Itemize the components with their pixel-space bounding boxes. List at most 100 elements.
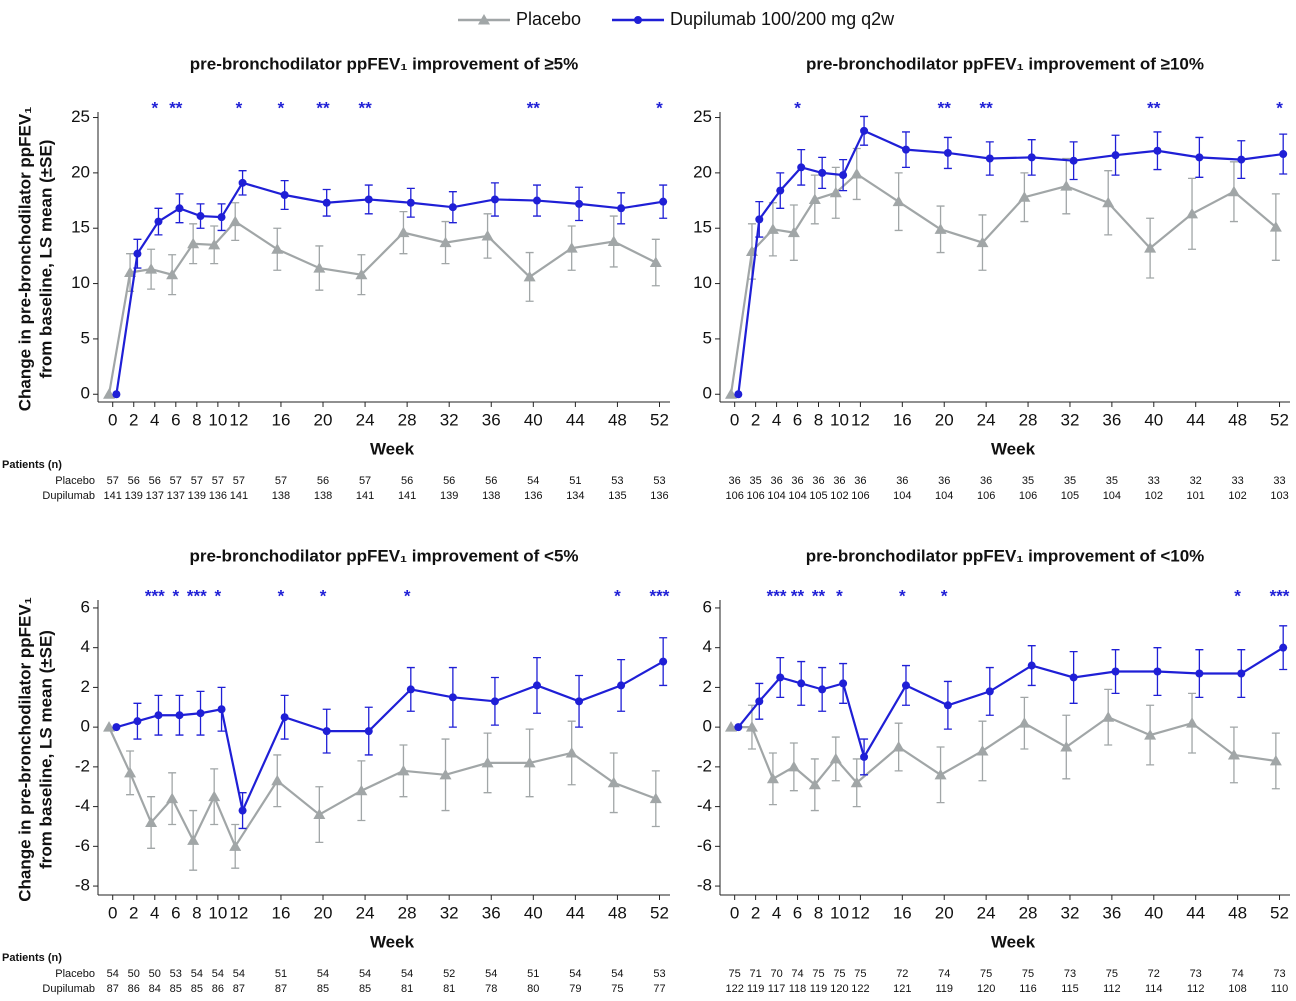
data-point [196, 212, 205, 221]
data-point [355, 268, 368, 280]
data-point [208, 238, 221, 250]
data-point [818, 685, 827, 694]
x-tick-label: 52 [1270, 410, 1289, 429]
data-point [776, 673, 785, 682]
data-point [364, 727, 373, 736]
patients-count: 104 [1103, 490, 1121, 502]
patients-count: 120 [830, 983, 848, 995]
patients-count: 85 [170, 983, 182, 995]
significance-label: ** [938, 98, 952, 117]
patients-count: 77 [653, 983, 665, 995]
data-point [734, 390, 743, 399]
patients-count: 112 [1187, 983, 1205, 995]
data-point [1018, 717, 1031, 728]
patients-count: 136 [524, 490, 542, 502]
patients-count: 54 [401, 968, 413, 980]
data-point [187, 834, 200, 845]
patients-count: 108 [1228, 983, 1246, 995]
y-axis-label: Change in pre-bronchodilator ppFEV₁ [15, 107, 34, 412]
data-point [860, 126, 869, 135]
data-point [934, 768, 947, 780]
patients-count: 36 [770, 475, 782, 487]
patients-count: 119 [747, 983, 765, 995]
patients-count: 104 [767, 490, 785, 502]
patients-count: 104 [893, 490, 911, 502]
patients-count: 141 [356, 490, 374, 502]
legend-label: Dupilumab 100/200 mg q2w [670, 9, 895, 29]
data-point [1144, 242, 1157, 253]
data-point [659, 197, 668, 206]
data-point [1069, 156, 1078, 165]
patients-count: 53 [653, 475, 665, 487]
x-tick-label: 16 [893, 903, 912, 922]
data-point [1153, 146, 1162, 155]
patients-count: 51 [275, 968, 287, 980]
data-point [787, 760, 800, 772]
patients-count: 75 [1022, 968, 1034, 980]
data-point [439, 768, 452, 780]
patients-count: 105 [1061, 490, 1079, 502]
patients-count: 54 [359, 968, 371, 980]
x-tick-label: 6 [171, 410, 180, 429]
x-tick-label: 12 [229, 903, 248, 922]
data-point [745, 721, 758, 732]
patients-count: 101 [1187, 490, 1205, 502]
significance-label: * [1234, 586, 1241, 605]
data-point [1269, 221, 1282, 232]
patients-count: 54 [527, 475, 539, 487]
patients-count: 57 [170, 475, 182, 487]
patients-count: 57 [233, 475, 245, 487]
data-point [103, 388, 116, 399]
patients-count: 35 [750, 475, 762, 487]
data-point [532, 196, 541, 205]
patients-row-label: Dupilumab [42, 983, 95, 995]
patients-count: 139 [125, 490, 143, 502]
patients-count: 119 [810, 983, 828, 995]
patients-count: 74 [791, 968, 803, 980]
data-point [1237, 155, 1246, 164]
data-point [145, 263, 158, 274]
data-point [481, 229, 494, 241]
data-point [1060, 180, 1073, 191]
x-tick-label: 6 [793, 410, 802, 429]
data-point [439, 236, 452, 248]
data-point [797, 679, 806, 688]
patients-count: 86 [128, 983, 140, 995]
data-point [755, 215, 764, 224]
x-tick-label: 44 [566, 903, 585, 922]
x-tick-label: 4 [150, 410, 159, 429]
x-tick-label: 8 [192, 410, 201, 429]
series-line [116, 660, 664, 815]
x-axis-label: Week [991, 932, 1036, 951]
patients-count: 72 [1148, 968, 1160, 980]
patients-count: 75 [729, 968, 741, 980]
data-point [364, 195, 373, 204]
patients-count: 51 [569, 475, 581, 487]
patients-count: 36 [729, 475, 741, 487]
patients-count: 119 [935, 983, 953, 995]
patients-count: 85 [191, 983, 203, 995]
data-point [1195, 153, 1204, 162]
y-tick-label: -4 [75, 796, 90, 815]
data-point [145, 816, 158, 827]
significance-label: * [404, 586, 411, 605]
patients-count: 53 [170, 968, 182, 980]
patients-row-label: Placebo [55, 968, 95, 980]
x-axis-label: Week [370, 439, 415, 458]
data-point [976, 744, 989, 756]
patients-count: 138 [482, 490, 500, 502]
x-tick-label: 36 [1102, 410, 1121, 429]
x-tick-label: 4 [150, 903, 159, 922]
data-point [1144, 729, 1157, 740]
patients-count: 57 [359, 475, 371, 487]
patients-count: 114 [1145, 983, 1163, 995]
data-point [217, 705, 226, 714]
significance-label: * [899, 586, 906, 605]
significance-label: * [278, 98, 285, 117]
x-axis-label: Week [991, 439, 1036, 458]
data-point [850, 167, 863, 179]
patients-count: 102 [830, 490, 848, 502]
patients-count: 50 [128, 968, 140, 980]
patients-count: 70 [770, 968, 782, 980]
patients-count: 57 [275, 475, 287, 487]
